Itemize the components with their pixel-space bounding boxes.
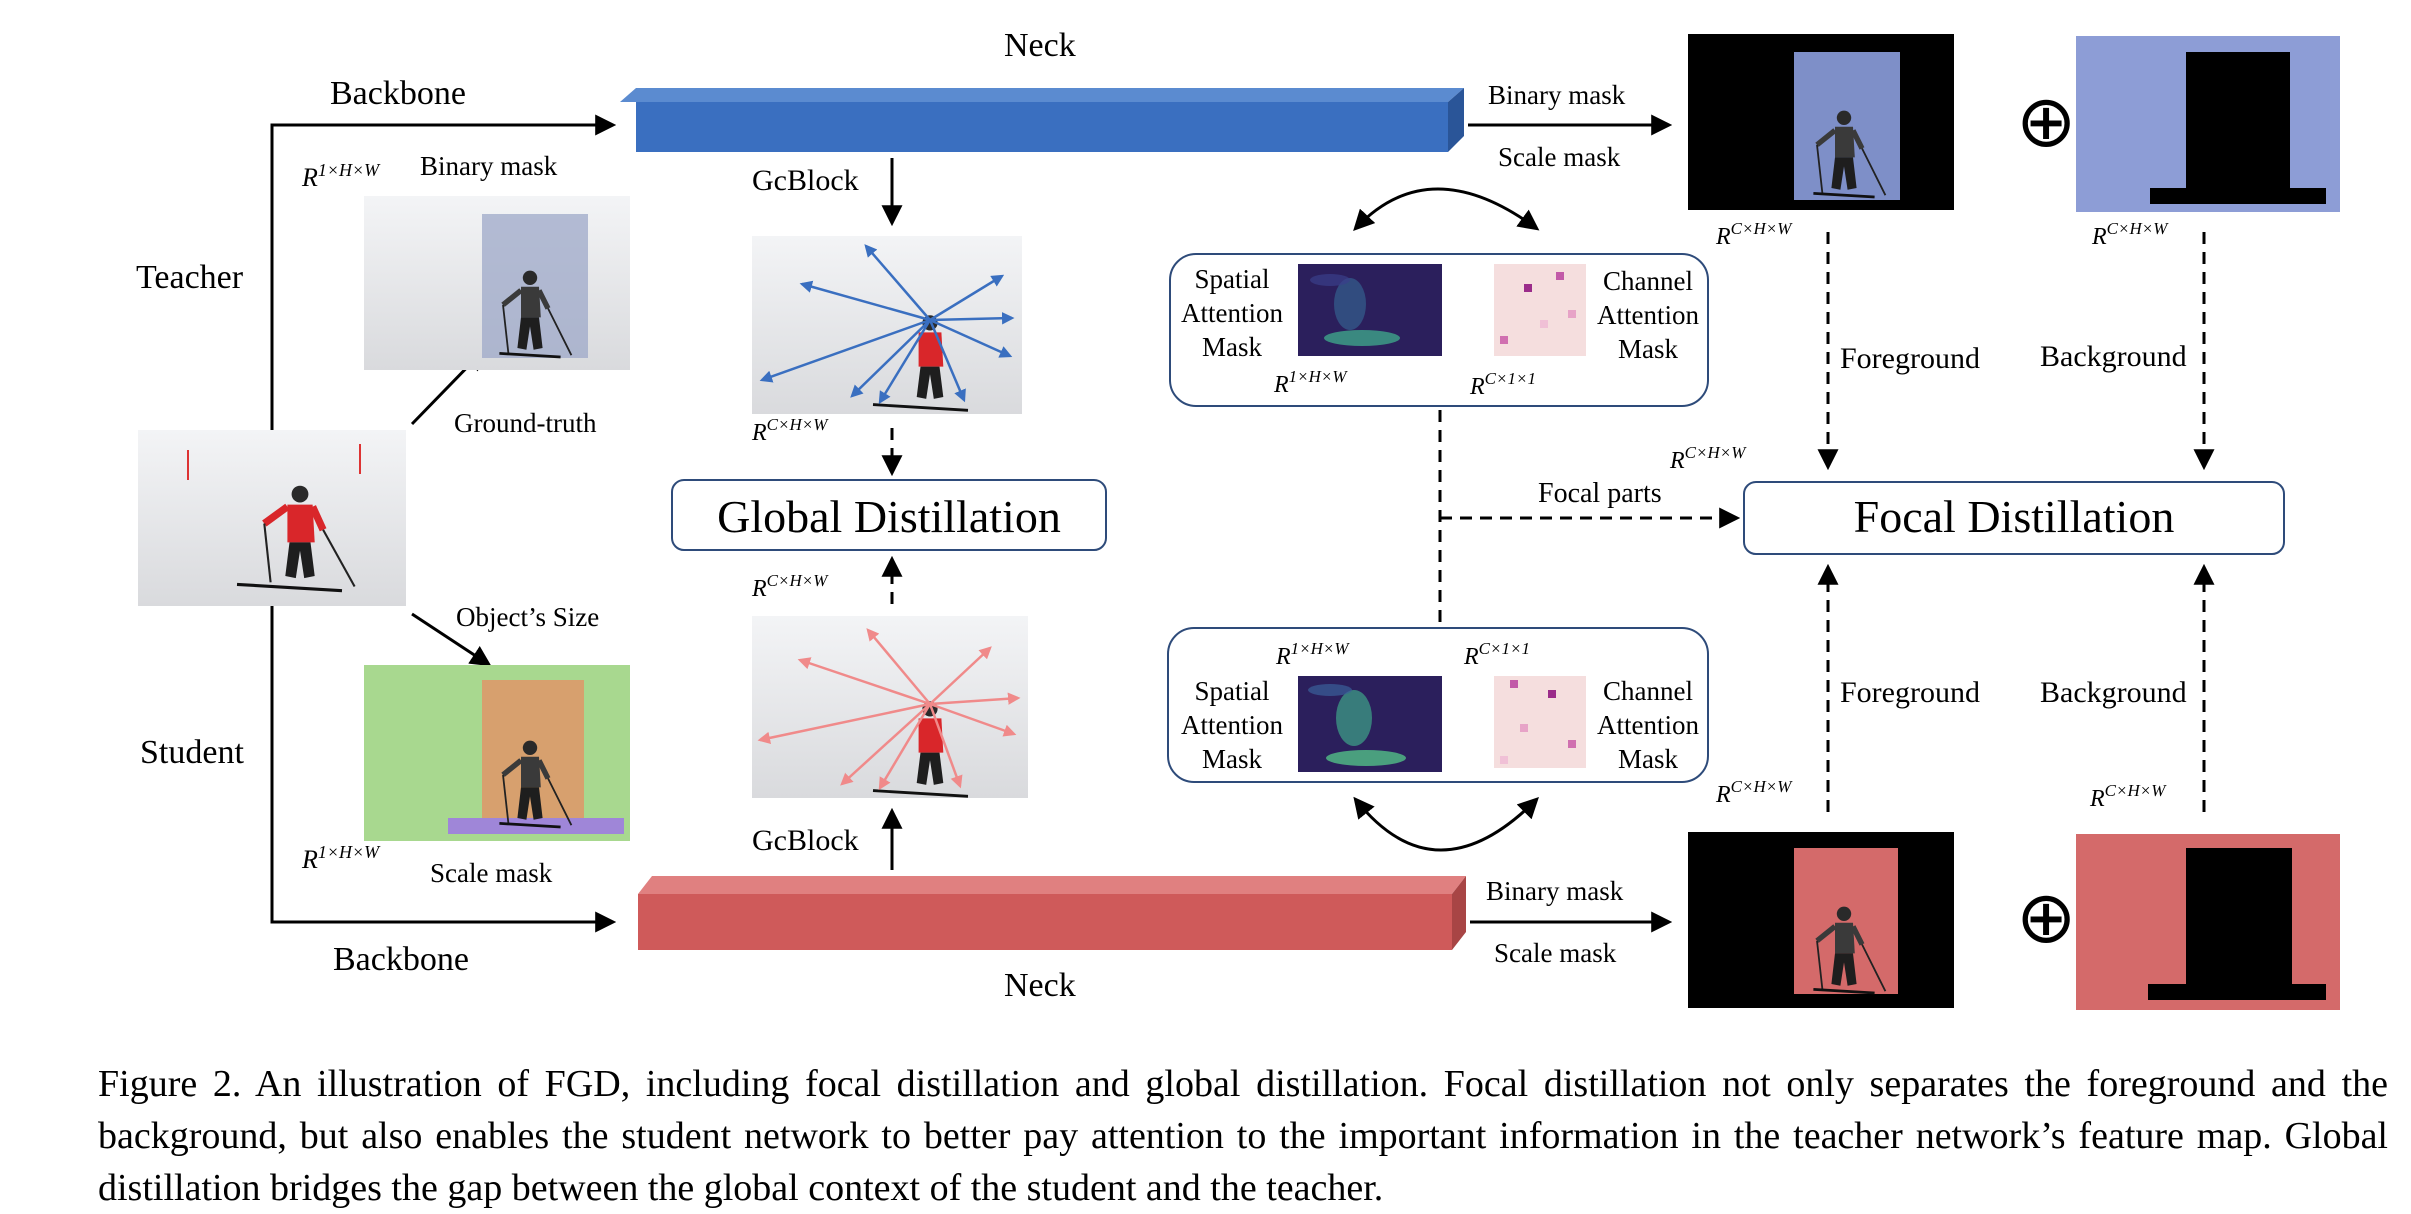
scale-mask-bottom-right-label: Scale mask bbox=[1494, 938, 1617, 968]
student-mask-curve-arrow bbox=[1353, 796, 1539, 852]
background-top-label: Background bbox=[2040, 340, 2187, 373]
teacher-label: Teacher bbox=[136, 259, 244, 296]
student-neck-block bbox=[638, 876, 1466, 950]
backbone-top-label: Backbone bbox=[330, 75, 466, 112]
teacher-mask-curve-arrow bbox=[1353, 187, 1540, 232]
channel-attention-mask-bottom-l1: Channel bbox=[1603, 676, 1693, 706]
channel-attention-mask-bottom-l3: Mask bbox=[1618, 744, 1678, 774]
rchw-teacher-global-label: RC×H×W bbox=[751, 415, 829, 446]
channel-attention-mask-top-l1: Channel bbox=[1603, 266, 1693, 296]
binary-mask-top-right-label: Binary mask bbox=[1488, 80, 1626, 110]
teacher-foreground-feature bbox=[1688, 34, 1954, 210]
focal-parts-connector bbox=[1438, 410, 1741, 622]
spatial-attention-mask-bottom-l2: Attention bbox=[1181, 710, 1283, 740]
focal-distillation-box: Focal Distillation bbox=[1743, 481, 2285, 555]
student-oplus: ⊕ bbox=[2016, 875, 2076, 959]
teacher-spatial-attention-heatmap bbox=[1298, 264, 1442, 356]
r1hw-student-spatial-label: R1×H×W bbox=[1275, 639, 1350, 670]
spatial-attention-mask-top-l3: Mask bbox=[1202, 332, 1262, 362]
ground-truth-label: Ground-truth bbox=[454, 408, 597, 438]
student-branch-line bbox=[270, 606, 617, 933]
teacher-channel-attention-grid bbox=[1494, 264, 1586, 356]
student-global-context-image bbox=[752, 616, 1028, 798]
student-background-feature bbox=[2076, 834, 2340, 1010]
binary-mask-image bbox=[364, 196, 630, 370]
spatial-attention-mask-bottom-l3: Mask bbox=[1202, 744, 1262, 774]
scale-mask-left-label: Scale mask bbox=[430, 858, 553, 888]
global-distillation-label: Global Distillation bbox=[717, 491, 1061, 542]
backbone-bottom-label: Backbone bbox=[333, 941, 469, 978]
teacher-branch-line bbox=[270, 114, 617, 430]
gcblock-top-label: GcBlock bbox=[752, 164, 859, 197]
focal-parts-label: Focal parts bbox=[1538, 478, 1662, 509]
scale-mask-top-right-label: Scale mask bbox=[1498, 142, 1621, 172]
rchw-focal-label: RC×H×W bbox=[1669, 443, 1747, 474]
global-distillation-box: Global Distillation bbox=[671, 479, 1107, 551]
gcblock-bottom-label: GcBlock bbox=[752, 824, 859, 857]
figure-caption: Figure 2. An illustration of FGD, includ… bbox=[98, 1063, 2388, 1209]
neck-top-label: Neck bbox=[1004, 27, 1076, 64]
r1hw-teacher-label: R1×H×W bbox=[301, 160, 381, 192]
foreground-top-label: Foreground bbox=[1840, 342, 1980, 375]
objects-size-label: Object’s Size bbox=[456, 602, 599, 632]
spatial-attention-mask-top-l2: Attention bbox=[1181, 298, 1283, 328]
teacher-global-context-image bbox=[752, 236, 1022, 414]
neck-bottom-label: Neck bbox=[1004, 967, 1076, 1004]
student-foreground-feature bbox=[1688, 832, 1954, 1008]
r1hw-student-label: R1×H×W bbox=[301, 842, 381, 874]
scale-mask-image bbox=[364, 665, 630, 841]
focal-distillation-label: Focal Distillation bbox=[1854, 491, 2175, 542]
background-bottom-label: Background bbox=[2040, 676, 2187, 709]
binary-mask-left-label: Binary mask bbox=[420, 151, 558, 181]
student-spatial-attention-heatmap bbox=[1298, 676, 1442, 772]
channel-attention-mask-bottom-l2: Attention bbox=[1597, 710, 1699, 740]
channel-attention-mask-top-l3: Mask bbox=[1618, 334, 1678, 364]
rchw-student-fg-label: RC×H×W bbox=[1715, 777, 1793, 808]
r1hw-teacher-spatial-label: R1×H×W bbox=[1273, 367, 1348, 398]
binary-mask-bottom-right-label: Binary mask bbox=[1486, 876, 1624, 906]
student-label: Student bbox=[140, 734, 244, 771]
foreground-bottom-label: Foreground bbox=[1840, 676, 1980, 709]
teacher-oplus: ⊕ bbox=[2016, 79, 2076, 163]
rchw-teacher-fg-label: RC×H×W bbox=[1715, 219, 1793, 250]
rc11-teacher-channel-label: RC×1×1 bbox=[1469, 369, 1536, 400]
spatial-attention-mask-bottom-l1: Spatial bbox=[1195, 676, 1270, 706]
student-channel-attention-grid bbox=[1494, 676, 1586, 768]
teacher-background-feature bbox=[2076, 36, 2340, 212]
channel-attention-mask-top-l2: Attention bbox=[1597, 300, 1699, 330]
student-attention-masks-box bbox=[1167, 627, 1709, 783]
rchw-teacher-bg-label: RC×H×W bbox=[2091, 219, 2169, 250]
spatial-attention-mask-top-l1: Spatial bbox=[1195, 264, 1270, 294]
rc11-student-channel-label: RC×1×1 bbox=[1463, 639, 1530, 670]
teacher-attention-masks-box bbox=[1169, 253, 1709, 407]
input-image bbox=[138, 430, 406, 606]
object-size-arrow bbox=[411, 612, 492, 667]
teacher-neck-block bbox=[620, 88, 1464, 152]
rchw-student-bg-label: RC×H×W bbox=[2089, 781, 2167, 812]
rchw-student-global-label: RC×H×W bbox=[751, 571, 829, 602]
